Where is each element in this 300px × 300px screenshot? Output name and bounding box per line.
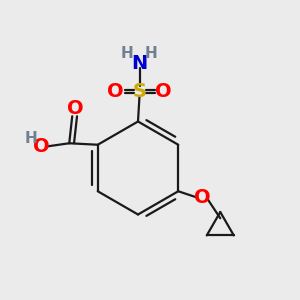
Text: O: O (155, 82, 172, 101)
Text: H: H (25, 131, 37, 146)
Text: O: O (67, 99, 83, 118)
Text: O: O (33, 137, 50, 156)
Text: H: H (145, 46, 157, 61)
Text: O: O (194, 188, 211, 207)
Text: S: S (133, 82, 146, 101)
Text: O: O (107, 82, 124, 101)
Text: N: N (131, 53, 148, 73)
Text: H: H (121, 46, 133, 61)
